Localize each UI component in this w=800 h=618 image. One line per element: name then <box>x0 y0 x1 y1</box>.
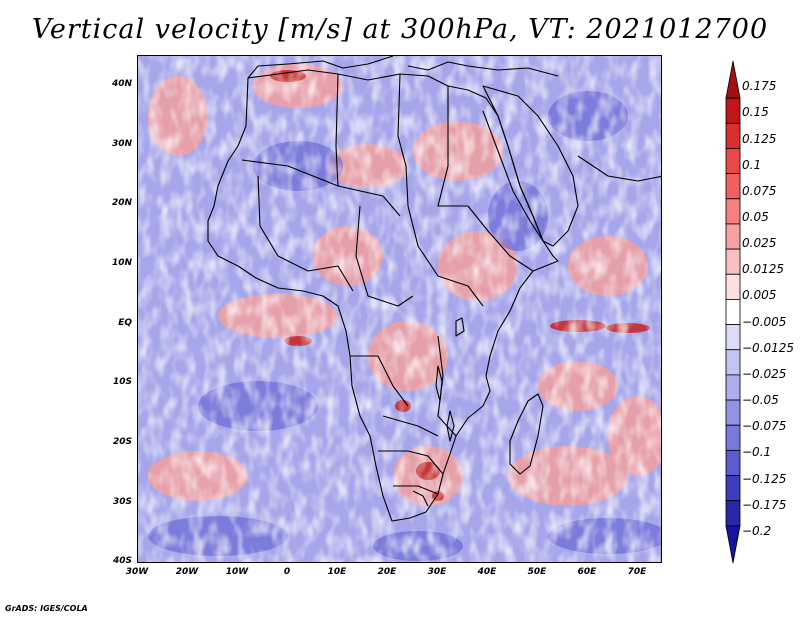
colorbar-label: 0.075 <box>742 184 777 198</box>
lat-label: 10S <box>112 377 132 387</box>
colorbar-label: −0.2 <box>742 524 772 538</box>
colorbar-box <box>725 449 741 476</box>
colorbar-arrow-bottom <box>725 525 741 564</box>
colorbar-label: 0.125 <box>742 132 777 146</box>
lon-label: 30W <box>125 567 149 577</box>
colorbar-label: −0.075 <box>742 419 787 433</box>
colorbar-label: −0.005 <box>742 315 787 329</box>
colorbar-label: −0.125 <box>742 472 787 486</box>
lat-label: 10N <box>111 258 132 268</box>
lon-label: 30E <box>427 567 447 577</box>
colorbar-label: −0.0125 <box>742 341 795 355</box>
map-panel <box>137 55 662 563</box>
colorbar-label: 0.15 <box>742 105 769 119</box>
colorbar-box <box>725 223 741 250</box>
colorbar-label: 0.025 <box>742 236 777 250</box>
lat-label: 40N <box>111 79 132 89</box>
colorbar-box <box>725 148 741 175</box>
colorbar-box <box>725 374 741 401</box>
lon-label: 50E <box>527 567 547 577</box>
colorbar-label: −0.175 <box>742 498 787 512</box>
colorbar-box <box>725 299 741 325</box>
colorbar-box <box>725 475 741 502</box>
grads-credit: GrADS: IGES/COLA <box>5 604 88 613</box>
colorbar-box <box>725 198 741 225</box>
chart-title: Vertical velocity [m/s] at 300hPa, VT: 2… <box>31 14 769 45</box>
lon-label: 0 <box>283 567 291 577</box>
colorbar-box <box>725 273 741 300</box>
colorbar-label: 0.005 <box>742 288 777 302</box>
lon-label: 10E <box>327 567 347 577</box>
colorbar-label: 0.05 <box>742 210 769 224</box>
velocity-field <box>138 56 661 562</box>
colorbar-label: −0.025 <box>742 367 787 381</box>
lat-label: 30S <box>112 497 132 507</box>
colorbar-box <box>725 324 741 351</box>
colorbar-label: 0.175 <box>742 79 777 93</box>
colorbar-box <box>725 122 741 149</box>
lat-label: 40S <box>112 556 132 566</box>
colorbar-label: −0.1 <box>742 445 772 459</box>
colorbar-label: −0.05 <box>742 393 779 407</box>
lon-label: 20W <box>175 567 199 577</box>
lon-label: 60E <box>577 567 597 577</box>
colorbar-box <box>725 97 741 124</box>
lat-label: 20S <box>112 437 132 447</box>
colorbar-arrow-top <box>725 60 741 99</box>
lon-label: 40E <box>477 567 497 577</box>
colorbar-label: 0.1 <box>742 158 762 172</box>
colorbar-box <box>725 424 741 451</box>
colorbar-box <box>725 399 741 426</box>
colorbar-box <box>725 500 741 527</box>
lat-label: 20N <box>111 198 132 208</box>
lon-label: 20E <box>377 567 397 577</box>
lat-label: EQ <box>118 318 132 328</box>
lon-label: 10W <box>225 567 249 577</box>
colorbar-label: 0.0125 <box>742 262 784 276</box>
colorbar-box <box>725 173 741 200</box>
lon-label: 70E <box>627 567 647 577</box>
colorbar-box <box>725 248 741 275</box>
lat-label: 30N <box>111 139 132 149</box>
colorbar-box <box>725 349 741 376</box>
